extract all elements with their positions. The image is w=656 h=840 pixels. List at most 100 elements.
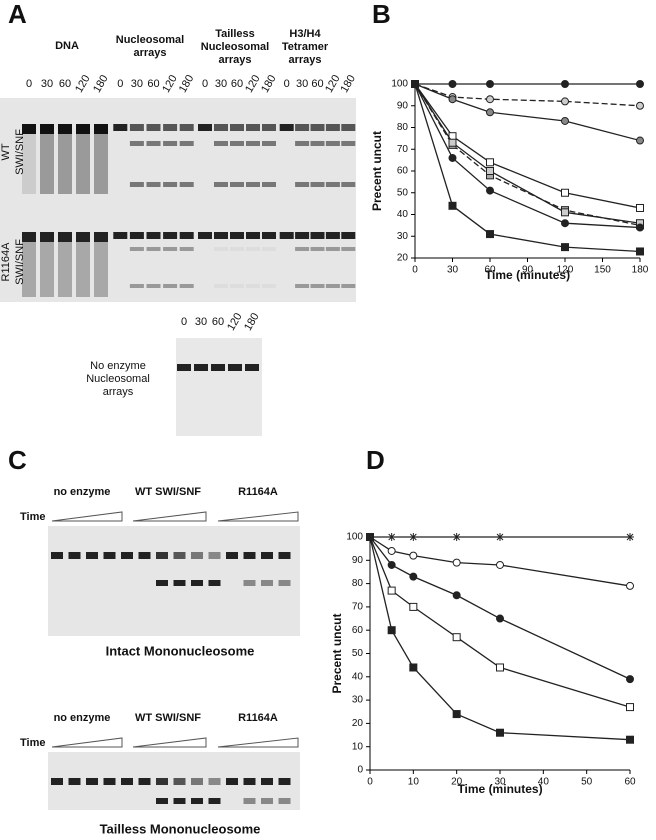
- lane-label: 0: [26, 78, 32, 90]
- point: [561, 97, 569, 106]
- point: [486, 108, 494, 117]
- series-line: [369, 536, 631, 708]
- lane-label: 30: [131, 78, 143, 90]
- band: [310, 232, 325, 239]
- band: [138, 552, 151, 559]
- y-tick-label: 60: [397, 166, 409, 177]
- point: [409, 572, 418, 581]
- point: [561, 208, 569, 217]
- band: [226, 552, 238, 559]
- panel-label: A: [8, 0, 27, 29]
- band: [163, 247, 178, 251]
- row-label: WT: [0, 143, 12, 160]
- point: [387, 533, 396, 541]
- band: [226, 778, 238, 785]
- band: [310, 124, 325, 131]
- point: [486, 158, 494, 167]
- x-tick-label: 60: [624, 777, 636, 788]
- band: [179, 284, 194, 288]
- band: [214, 124, 228, 131]
- band: [295, 182, 310, 187]
- point: [496, 728, 504, 737]
- band: [341, 124, 356, 131]
- band: [103, 552, 116, 559]
- band: [129, 232, 144, 239]
- gel: [176, 338, 262, 436]
- band: [208, 580, 221, 586]
- point: [448, 201, 457, 210]
- band: [279, 232, 294, 239]
- band: [156, 552, 168, 559]
- y-tick-label: 30: [352, 695, 364, 706]
- band: [194, 364, 208, 371]
- point: [561, 188, 569, 197]
- point: [626, 735, 634, 744]
- band: [230, 284, 244, 288]
- band: [173, 778, 186, 785]
- lane-label: 60: [311, 78, 323, 90]
- row-label: SWI/SNF: [14, 239, 26, 285]
- band: [278, 778, 291, 785]
- x-tick-label: 0: [412, 265, 418, 276]
- label: Tetramer: [282, 41, 329, 53]
- smear: [58, 242, 72, 297]
- band: [230, 124, 244, 131]
- band: [94, 124, 108, 134]
- band: [279, 124, 294, 131]
- gel-header: R1164A: [238, 486, 278, 498]
- y-tick-label: 70: [397, 144, 409, 155]
- point: [636, 136, 644, 145]
- lane-label: 0: [202, 78, 208, 90]
- lane-label: 180: [242, 311, 262, 333]
- point: [636, 101, 644, 110]
- band: [262, 182, 276, 187]
- band: [261, 552, 273, 559]
- point: [411, 80, 419, 88]
- band: [179, 247, 194, 251]
- time-label: Time: [20, 737, 45, 749]
- lane-label: 30: [195, 316, 207, 328]
- band: [214, 284, 228, 288]
- band: [208, 778, 221, 785]
- band: [243, 552, 256, 559]
- point: [452, 633, 461, 642]
- point: [561, 243, 569, 252]
- series-line: [369, 536, 631, 741]
- band: [146, 141, 161, 146]
- point: [448, 80, 457, 88]
- band: [325, 182, 340, 187]
- band: [262, 232, 276, 239]
- y-tick-label: 100: [391, 79, 408, 90]
- band: [146, 284, 161, 288]
- band: [40, 124, 54, 134]
- point: [626, 533, 634, 541]
- y-tick-label: 20: [397, 253, 409, 264]
- band: [295, 141, 310, 146]
- band: [173, 580, 186, 586]
- gel-header: no enzyme: [54, 486, 111, 498]
- y-tick-label: 90: [397, 100, 409, 111]
- band: [278, 580, 291, 586]
- panel-label: D: [366, 445, 385, 475]
- smear: [94, 242, 108, 297]
- band: [146, 182, 161, 187]
- band: [129, 284, 144, 288]
- point: [486, 95, 494, 104]
- x-tick-label: 30: [494, 777, 506, 788]
- y-tick-label: 100: [346, 532, 363, 543]
- band: [163, 141, 178, 146]
- gel-header: no enzyme: [54, 712, 111, 724]
- point: [626, 675, 634, 684]
- band: [51, 778, 63, 785]
- band: [191, 552, 203, 559]
- label: arrays: [103, 386, 134, 398]
- band: [325, 284, 340, 288]
- label: arrays: [288, 54, 321, 66]
- smear: [76, 134, 90, 194]
- y-tick-label: 40: [352, 671, 364, 682]
- smear: [58, 134, 72, 194]
- point: [409, 663, 418, 672]
- lane-label: 60: [212, 316, 224, 328]
- point: [636, 223, 644, 232]
- band: [341, 247, 356, 251]
